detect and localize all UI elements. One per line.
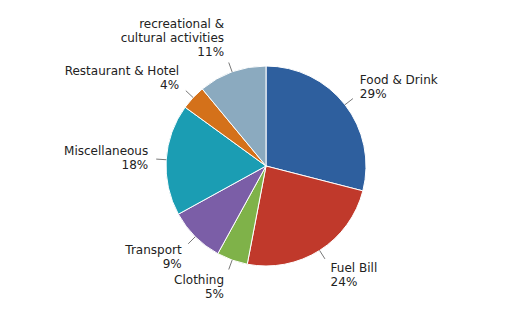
slice-label: Restaurant & Hotel4% [65, 64, 179, 92]
slice-label-line: Food & Drink [360, 73, 438, 87]
slice-label-line: 24% [331, 275, 358, 289]
slice-label: Food & Drink29% [360, 73, 438, 101]
slice-label-line: recreational & [139, 17, 224, 31]
pie-slice [202, 66, 266, 166]
pie-slice [247, 166, 363, 266]
slice-label-line: 4% [160, 78, 179, 92]
slice-label-line: 29% [360, 87, 387, 101]
slice-label-line: Miscellaneous [64, 144, 148, 158]
slice-label-line: 9% [163, 257, 182, 271]
chart: Food & Drink29%Fuel Bill24%Clothing5%Tra… [0, 0, 532, 322]
leader-line [229, 63, 232, 72]
slice-label-line: 11% [197, 45, 224, 59]
slice-label-line: 5% [205, 287, 224, 301]
slice-label-line: 18% [122, 158, 149, 172]
slice-label: Fuel Bill24% [331, 261, 378, 289]
leader-line [156, 159, 166, 161]
leader-line [320, 250, 325, 258]
slice-label-line: Restaurant & Hotel [65, 64, 179, 78]
slice-label-line: cultural activities [121, 31, 224, 45]
leader-line [345, 99, 353, 105]
slice-label: Miscellaneous18% [64, 144, 148, 172]
slice-label-line: Transport [124, 243, 182, 257]
slice-label-line: Fuel Bill [331, 261, 378, 275]
slice-label: Clothing5% [174, 273, 224, 301]
slice-label: recreational &cultural activities11% [121, 17, 224, 59]
leader-line [186, 91, 193, 98]
leader-line [188, 237, 195, 244]
chart-container: Food & Drink29%Fuel Bill24%Clothing5%Tra… [0, 0, 532, 322]
slices [166, 66, 366, 266]
slice-label: Transport9% [124, 243, 182, 271]
labels: Food & Drink29%Fuel Bill24%Clothing5%Tra… [64, 17, 438, 301]
leader-line [229, 260, 232, 269]
slice-label-line: Clothing [174, 273, 224, 287]
